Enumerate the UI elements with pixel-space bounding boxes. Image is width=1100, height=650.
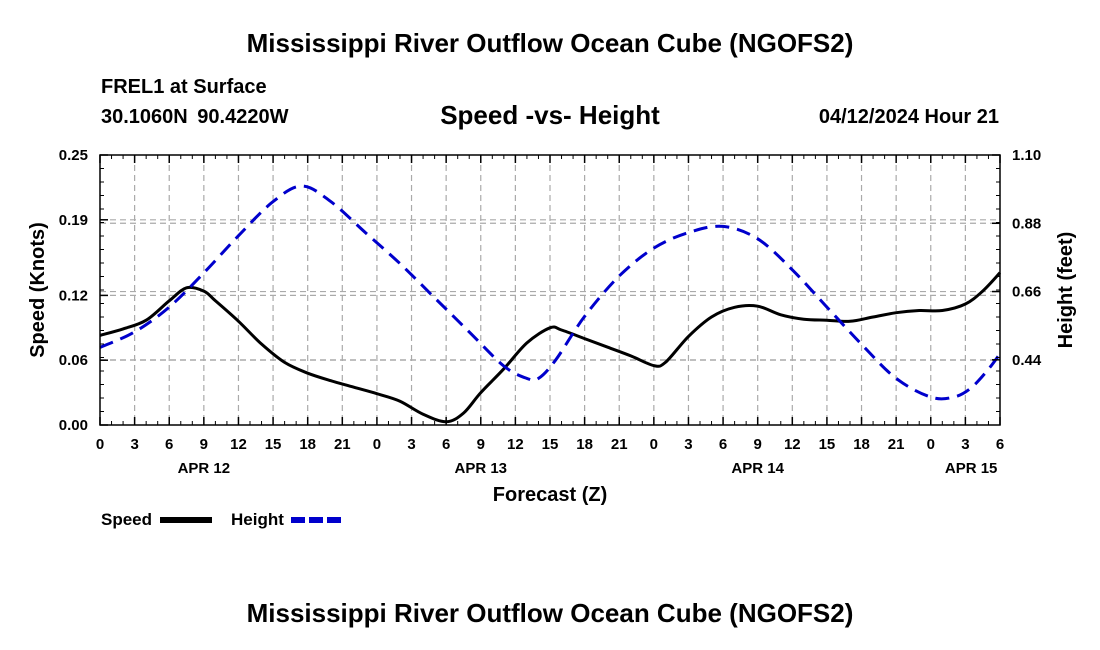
chart-canvas: 0 3 6 9 12 15 18 21 0 3 6 9 12 15 18 21 0 3 6 9 12 15 18 21 0 3 6 0…	[27, 147, 1077, 529]
x-tick-label: 9	[200, 436, 208, 453]
x-tick-label: 0	[373, 436, 381, 453]
x-tick-label: 6	[996, 436, 1004, 453]
y-axis-title: Speed (Knots)	[27, 222, 49, 358]
x-tick-label: 0	[96, 436, 104, 453]
x-tick-label: 9	[754, 436, 762, 453]
x-tick-label: 21	[334, 436, 351, 453]
x-tick-label: 15	[819, 436, 836, 453]
y-tick-label: 0.19	[59, 212, 88, 229]
x-tick-label: 3	[684, 436, 692, 453]
legend-label-speed: Speed	[101, 510, 152, 529]
grid	[100, 155, 1000, 425]
date-label: APR 12	[178, 460, 231, 477]
x-axis-title: Forecast (Z)	[493, 484, 607, 506]
series-line-height	[99, 184, 1002, 401]
x-tick-label: 6	[165, 436, 173, 453]
forecast-datetime: 04/12/2024 Hour 21	[818, 106, 999, 128]
x-tick-label: 15	[542, 436, 559, 453]
y2-tick-label: 0.66	[1012, 284, 1041, 301]
y2-tick-label: 0.88	[1012, 215, 1041, 232]
series-line-speed	[99, 271, 1002, 424]
axes: 0 3 6 9 12 15 18 21 0 3 6 9 12 15 18 21 0 3 6 9 12 15 18 21 0 3 6 0…	[27, 147, 1077, 506]
x-tick-label: 3	[961, 436, 969, 453]
x-tick-label: 12	[507, 436, 524, 453]
chart-subtitle: Speed -vs- Height	[440, 100, 660, 130]
x-tick-label: 0	[650, 436, 658, 453]
date-label: APR 14	[731, 460, 784, 477]
x-tick-label: 9	[477, 436, 485, 453]
x-tick-label: 0	[927, 436, 935, 453]
y2-tick-label: 0.44	[1012, 352, 1042, 369]
x-tick-label: 6	[442, 436, 450, 453]
y-tick-label: 0.00	[59, 417, 88, 434]
y-tick-label: 0.25	[59, 147, 88, 164]
station-coordinates: 30.1060N 90.4220W	[101, 106, 289, 128]
chart-title: Mississippi River Outflow Ocean Cube (NG…	[246, 28, 854, 58]
y-tick-label: 0.12	[59, 287, 88, 304]
x-tick-label: 18	[299, 436, 316, 453]
y-tick-label: 0.06	[59, 352, 88, 369]
x-tick-label: 6	[719, 436, 727, 453]
legend: Speed Height	[101, 510, 343, 529]
legend-label-height: Height	[231, 510, 284, 529]
x-tick-label: 21	[888, 436, 905, 453]
date-label: APR 15	[945, 460, 998, 477]
x-tick-label: 15	[265, 436, 282, 453]
x-tick-label: 18	[853, 436, 870, 453]
station-label: FREL1 at Surface	[101, 76, 267, 98]
footer-title: Mississippi River Outflow Ocean Cube (NG…	[246, 598, 854, 628]
y2-axis-title: Height (feet)	[1055, 232, 1077, 349]
x-tick-label: 18	[576, 436, 593, 453]
x-tick-label: 12	[784, 436, 801, 453]
data-series	[99, 184, 1002, 424]
x-tick-label: 3	[407, 436, 415, 453]
x-tick-label: 21	[611, 436, 628, 453]
x-tick-label: 3	[130, 436, 138, 453]
date-label: APR 13	[455, 460, 508, 477]
y2-tick-label: 1.10	[1012, 147, 1041, 164]
x-tick-label: 12	[230, 436, 247, 453]
